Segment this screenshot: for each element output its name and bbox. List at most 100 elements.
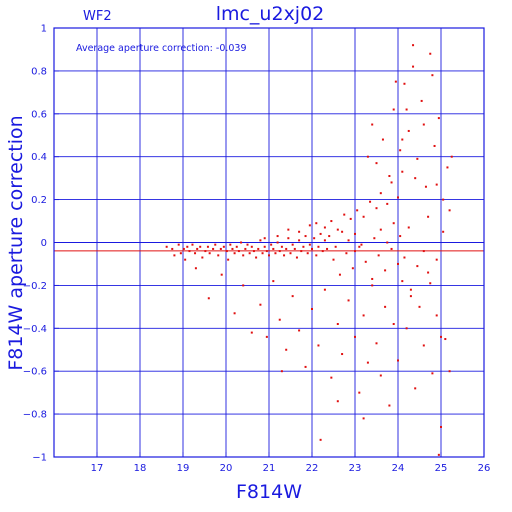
data-point [362, 215, 365, 218]
data-point [431, 372, 434, 375]
x-tick-label: 20 [220, 463, 233, 474]
data-point [330, 220, 333, 223]
data-point [362, 417, 365, 420]
data-point [440, 335, 442, 338]
data-point [347, 299, 350, 302]
data-point [351, 267, 354, 270]
data-point [298, 329, 301, 332]
data-point [242, 254, 245, 257]
data-point [259, 303, 262, 306]
data-point [270, 243, 273, 246]
data-point [311, 247, 313, 250]
data-point [287, 237, 290, 240]
data-point [199, 245, 202, 248]
data-point [414, 387, 417, 390]
data-point [308, 224, 311, 227]
data-point [369, 200, 372, 203]
data-point [272, 280, 275, 283]
data-point [326, 247, 329, 250]
data-point [429, 282, 432, 285]
data-point [313, 237, 316, 240]
data-point [375, 162, 378, 165]
x-tick-label: 22 [306, 463, 319, 474]
data-point [401, 170, 404, 173]
data-point [285, 247, 288, 250]
data-point [300, 250, 303, 253]
data-point [409, 288, 412, 291]
data-point [384, 269, 387, 272]
data-point [308, 243, 311, 246]
data-point [304, 365, 307, 368]
data-point [437, 117, 440, 120]
data-point [397, 262, 399, 265]
data-point [418, 305, 421, 308]
data-point [280, 370, 283, 373]
data-point [437, 453, 440, 456]
data-point [431, 74, 434, 77]
data-point [334, 245, 337, 248]
data-point [240, 241, 243, 244]
data-point [237, 250, 240, 253]
data-point [244, 247, 247, 250]
data-point [263, 237, 266, 240]
data-point [291, 295, 294, 298]
x-tick-label: 25 [435, 463, 448, 474]
data-point [225, 250, 228, 253]
data-point [295, 256, 298, 259]
data-point [341, 353, 344, 356]
data-point [373, 237, 376, 240]
data-point [364, 260, 367, 263]
data-point [179, 252, 182, 255]
data-point [319, 232, 322, 235]
data-point [317, 344, 320, 347]
data-point [358, 245, 361, 248]
data-point [265, 335, 268, 338]
data-point [386, 202, 389, 205]
data-point [336, 400, 339, 403]
data-point [177, 243, 180, 246]
data-point [379, 192, 382, 195]
y-tick-label: 0.2 [31, 195, 47, 206]
data-point [390, 247, 393, 250]
data-point [330, 376, 333, 379]
data-point [323, 226, 326, 229]
x-tick-label: 23 [349, 463, 362, 474]
data-point [298, 230, 301, 233]
data-point [401, 138, 404, 141]
data-point [384, 305, 387, 308]
data-point [306, 252, 309, 255]
data-point [165, 245, 168, 248]
data-point [311, 307, 313, 310]
data-point [278, 318, 281, 321]
data-point [420, 99, 423, 102]
data-point [356, 209, 359, 212]
data-point [235, 245, 238, 248]
data-point [386, 241, 389, 244]
data-point [252, 250, 255, 253]
data-point [412, 65, 415, 68]
data-point [371, 277, 374, 280]
data-point [268, 254, 270, 257]
data-point [388, 404, 391, 407]
data-point [302, 245, 305, 248]
data-points [165, 44, 453, 456]
data-point [422, 250, 425, 253]
data-point [435, 183, 438, 186]
data-point [416, 265, 419, 268]
data-point [229, 243, 232, 246]
data-point [317, 245, 320, 248]
data-point [291, 243, 294, 246]
y-tick-label: 0.4 [31, 152, 47, 163]
data-point [433, 144, 436, 147]
data-point [182, 247, 185, 250]
data-point [250, 331, 253, 334]
data-point [349, 217, 352, 220]
data-point [206, 245, 209, 248]
data-point [446, 166, 449, 169]
data-point [392, 323, 395, 326]
data-point [397, 196, 399, 199]
data-point [366, 155, 369, 158]
y-tick-label: −0.4 [23, 324, 47, 335]
data-point [323, 288, 326, 291]
